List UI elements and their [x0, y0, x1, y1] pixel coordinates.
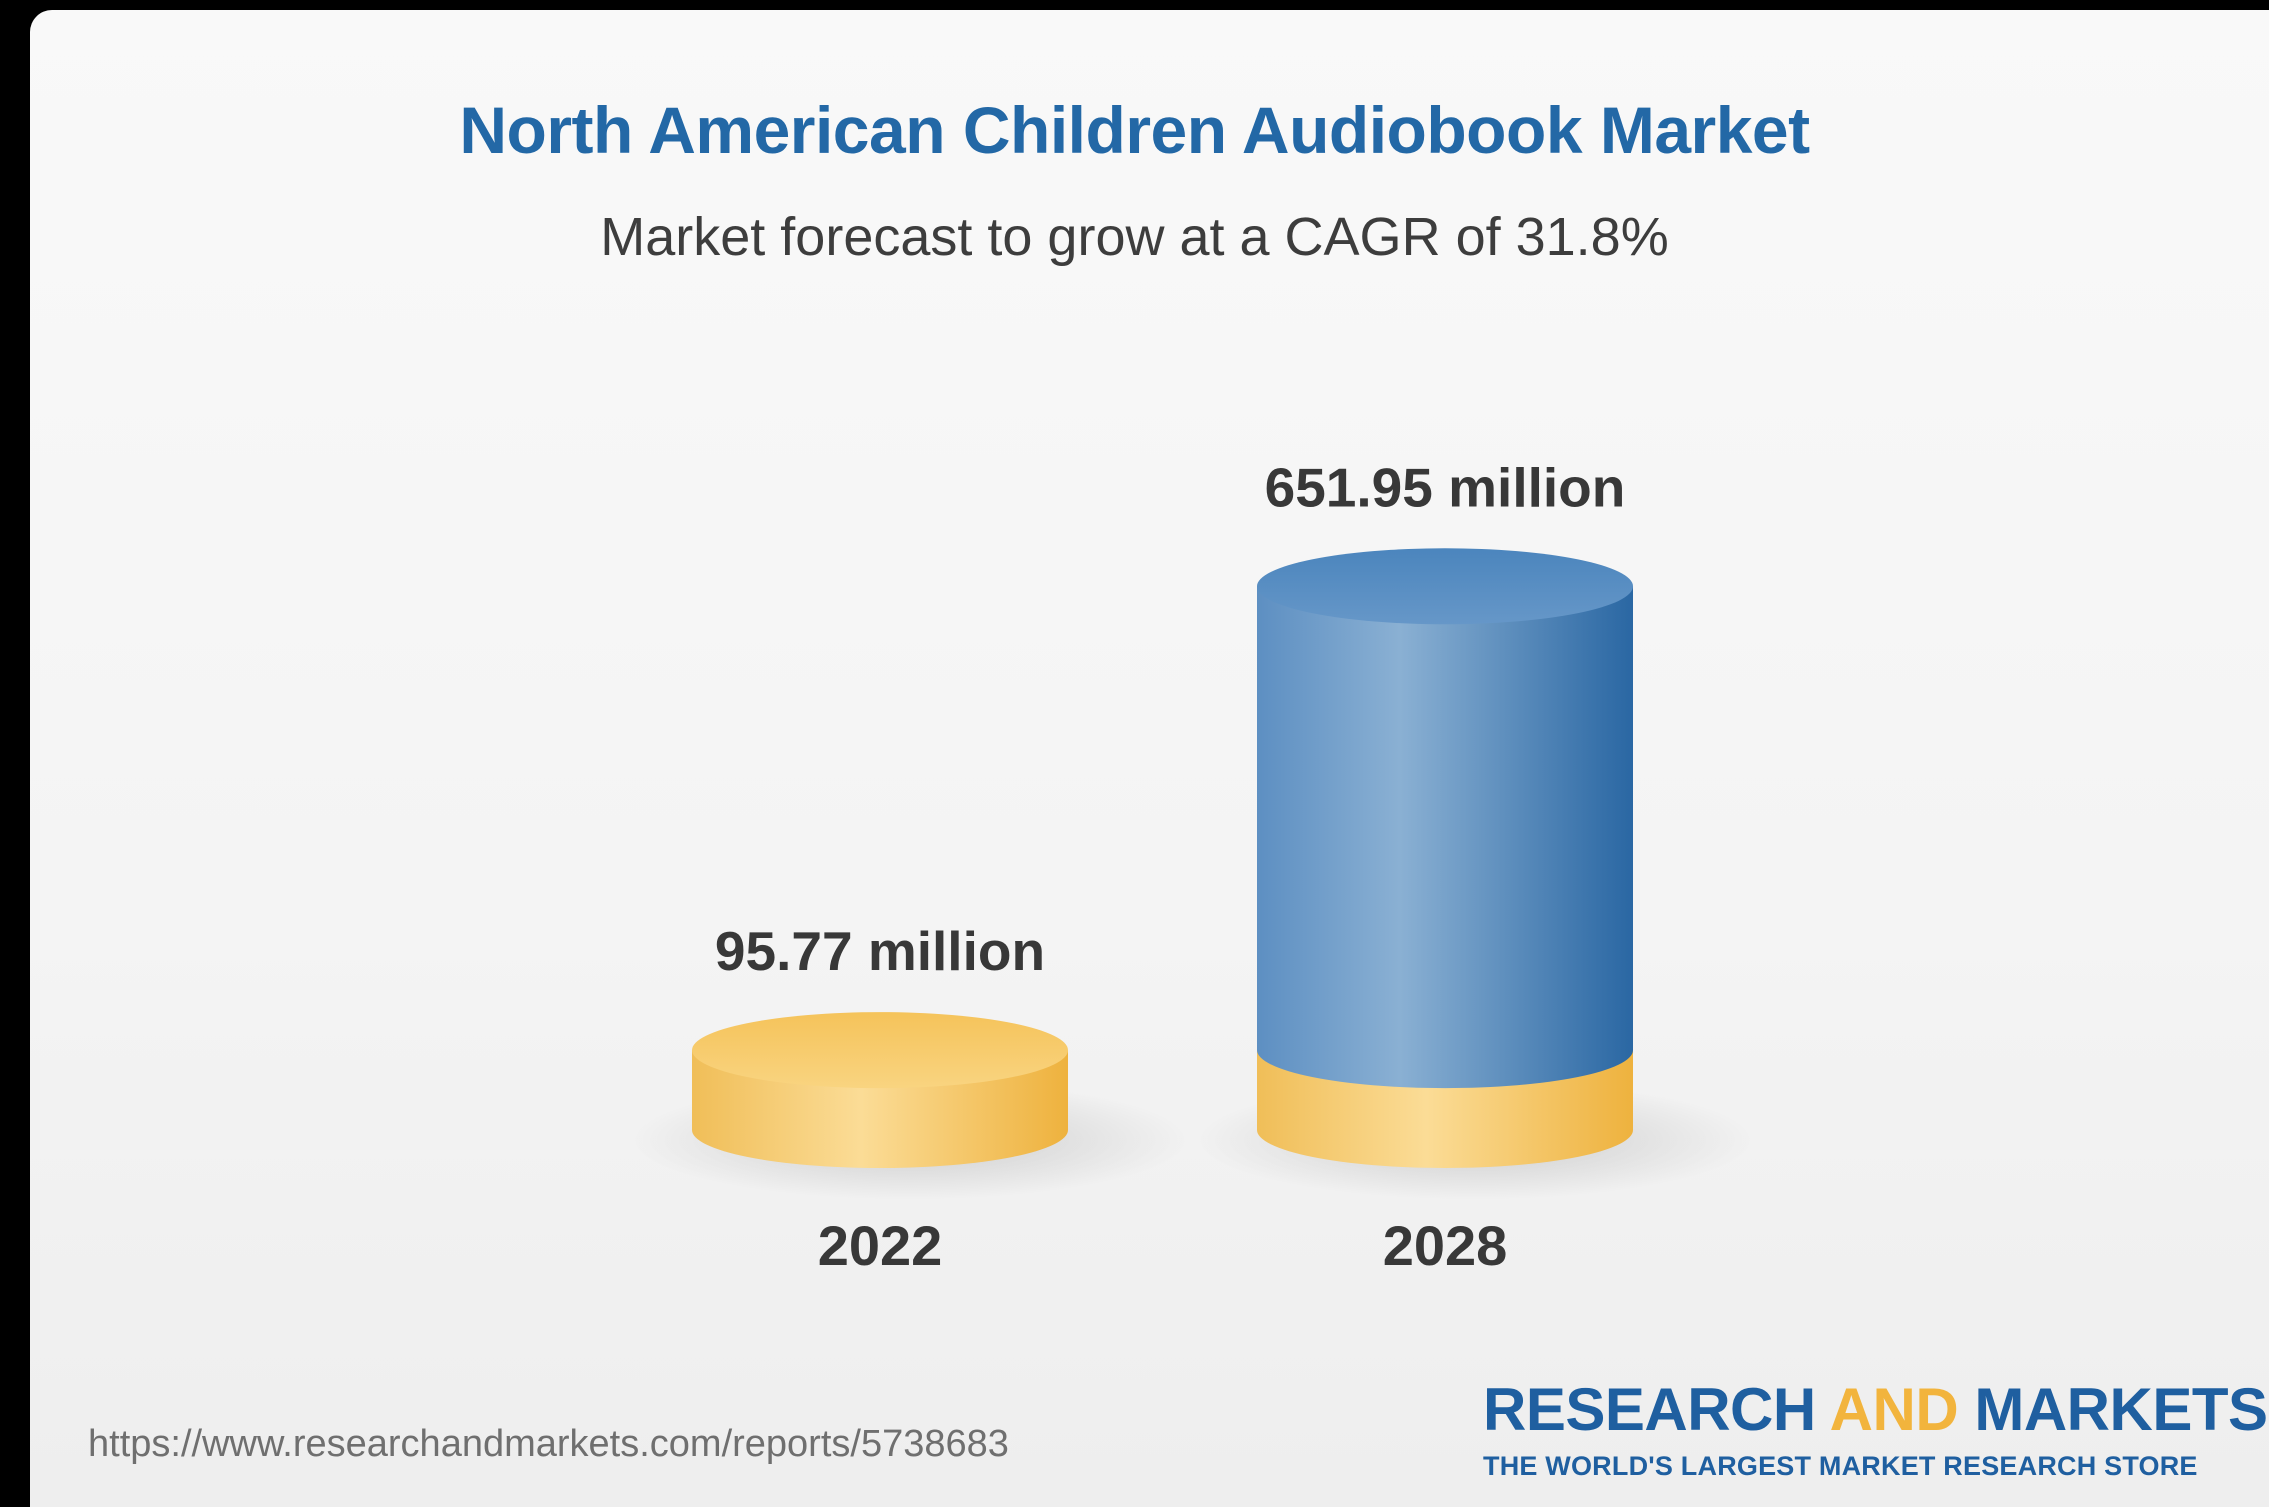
- logo-wordmark: RESEARCH AND MARKETS: [1483, 1376, 2268, 1443]
- chart-title: North American Children Audiobook Market: [459, 93, 1810, 167]
- x-tick-label-2028: 2028: [1383, 1214, 1508, 1277]
- bar-2028-growth-segment: [1257, 586, 1633, 1089]
- research-and-markets-logo: RESEARCH AND MARKETS THE WORLD'S LARGEST…: [1483, 1376, 2268, 1482]
- logo-word-research: RESEARCH: [1483, 1376, 1816, 1443]
- bar-2028-top: [1257, 548, 1633, 625]
- chart-subtitle: Market forecast to grow at a CAGR of 31.…: [600, 207, 1669, 267]
- logo-word-markets: MARKETS: [1974, 1376, 2268, 1443]
- data-label-2022: 95.77 million: [715, 920, 1045, 982]
- data-label-2028: 651.95 million: [1265, 456, 1626, 518]
- logo-tagline: THE WORLD'S LARGEST MARKET RESEARCH STOR…: [1483, 1451, 2198, 1481]
- source-url[interactable]: https://www.researchandmarkets.com/repor…: [88, 1423, 1009, 1465]
- x-tick-label-2022: 2022: [818, 1214, 943, 1277]
- logo-word-and: AND: [1829, 1376, 1959, 1443]
- bar-2022-top: [692, 1012, 1068, 1089]
- chart-frame: [30, 10, 2269, 1507]
